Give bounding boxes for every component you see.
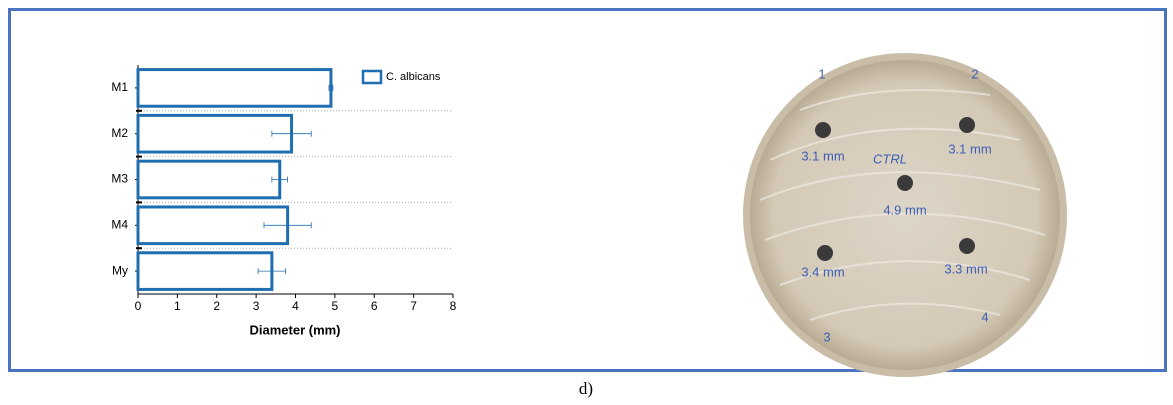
bar — [138, 70, 331, 107]
y-tick-label: M3 — [111, 172, 128, 186]
x-axis-title: Diameter (mm) — [249, 322, 340, 337]
figure: 3.1 mm 3.1 mm 4.9 mm 3.4 mm 3.3 mm CTRL … — [0, 0, 1173, 405]
x-tick-label: 2 — [213, 299, 220, 313]
x-tick-label: 5 — [332, 299, 339, 313]
x-tick-label: 1 — [174, 299, 181, 313]
x-tick-label: 7 — [410, 299, 417, 313]
y-tick-label: M4 — [111, 217, 128, 231]
x-tick-label: 3 — [253, 299, 260, 313]
bar — [138, 253, 272, 290]
x-tick-label: 6 — [371, 299, 378, 313]
well-number: 2 — [971, 66, 978, 81]
x-tick-label: 4 — [292, 299, 299, 313]
zone-label: 3.1 mm — [948, 141, 991, 156]
y-tick-label: M2 — [111, 126, 128, 140]
zone-label: 3.3 mm — [944, 261, 987, 276]
bar — [138, 161, 280, 198]
y-tick-label: M1 — [111, 80, 128, 94]
zone-label: 4.9 mm — [883, 202, 926, 217]
legend-label: C. albicans — [386, 71, 441, 83]
caption: d) — [579, 379, 593, 398]
ctrl-label: CTRL — [873, 151, 907, 166]
well-number: 4 — [981, 309, 988, 324]
zone-label: 3.4 mm — [801, 264, 844, 279]
well-number: 1 — [818, 66, 825, 81]
x-tick-label: 0 — [135, 299, 142, 313]
y-tick-label: My — [112, 263, 128, 277]
well-number: 3 — [823, 329, 830, 344]
x-tick-label: 8 — [450, 299, 457, 313]
page: {"chart_data": {"type": "bar", "orientat… — [0, 0, 1173, 405]
zone-label: 3.1 mm — [801, 148, 844, 163]
legend-swatch — [363, 71, 381, 83]
bar — [138, 115, 292, 152]
